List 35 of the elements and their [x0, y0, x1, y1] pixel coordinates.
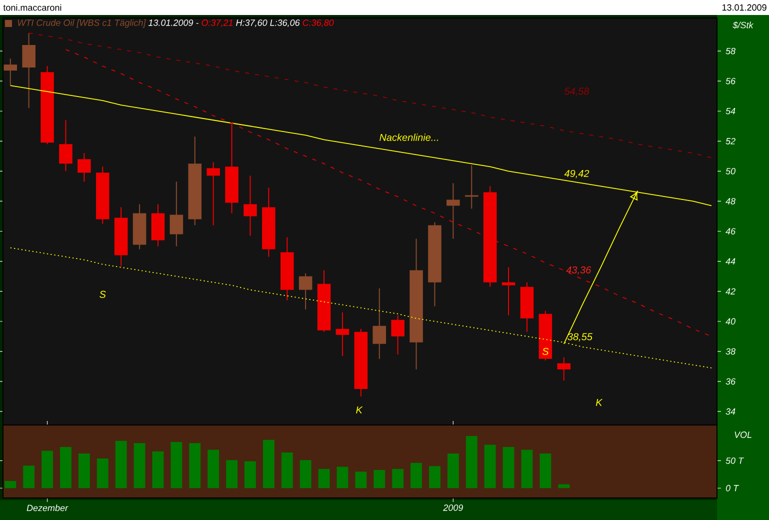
- annotation: Nackenlinie...: [380, 134, 438, 141]
- annotation: K: [596, 399, 603, 406]
- y-tick-label: 42: [726, 288, 736, 294]
- annotation: H:37,60 L:36,06: [236, 20, 300, 27]
- y-tick-label: 50 T: [726, 457, 744, 464]
- y-axis-title: $/Stk: [732, 22, 754, 29]
- y-tick-label: 56: [726, 78, 736, 84]
- annotation: K: [356, 406, 363, 414]
- annotation: 13.01.2009 -: [148, 20, 199, 26]
- y-tick-label: 52: [726, 138, 736, 144]
- annotation: 49,42: [564, 170, 590, 178]
- text: 13.01.2009: [722, 4, 766, 11]
- y-tick-label: 50: [726, 168, 736, 174]
- y-tick-label: 34: [726, 408, 736, 415]
- y-tick-label: 54: [726, 108, 736, 114]
- x-tick-label: 2009: [443, 504, 463, 511]
- annotation: S: [100, 290, 106, 298]
- text: toni.maccaroni: [3, 4, 62, 11]
- y-tick-label: 38: [726, 348, 736, 355]
- y-tick-label: 46: [726, 228, 736, 234]
- annotation: 54,58: [564, 88, 590, 96]
- annotation: C:36,80: [302, 20, 334, 27]
- annotation: 43,36: [566, 266, 592, 275]
- annotation: 38,55: [568, 333, 592, 342]
- y-axis-title: VOL: [734, 432, 752, 438]
- y-tick-label: 0 T: [726, 484, 740, 492]
- annotation: O:37,21: [202, 20, 233, 27]
- chart-title: WTI Crude Oil [WBS c1 Täglich]: [18, 19, 146, 28]
- y-tick-label: 40: [726, 318, 736, 325]
- annotation: S: [542, 348, 549, 355]
- y-tick-label: 36: [726, 378, 736, 385]
- x-tick-label: Dezember: [26, 504, 68, 512]
- y-tick-label: 44: [726, 258, 736, 264]
- y-tick-label: 48: [726, 198, 736, 204]
- y-tick-label: 58: [726, 48, 736, 54]
